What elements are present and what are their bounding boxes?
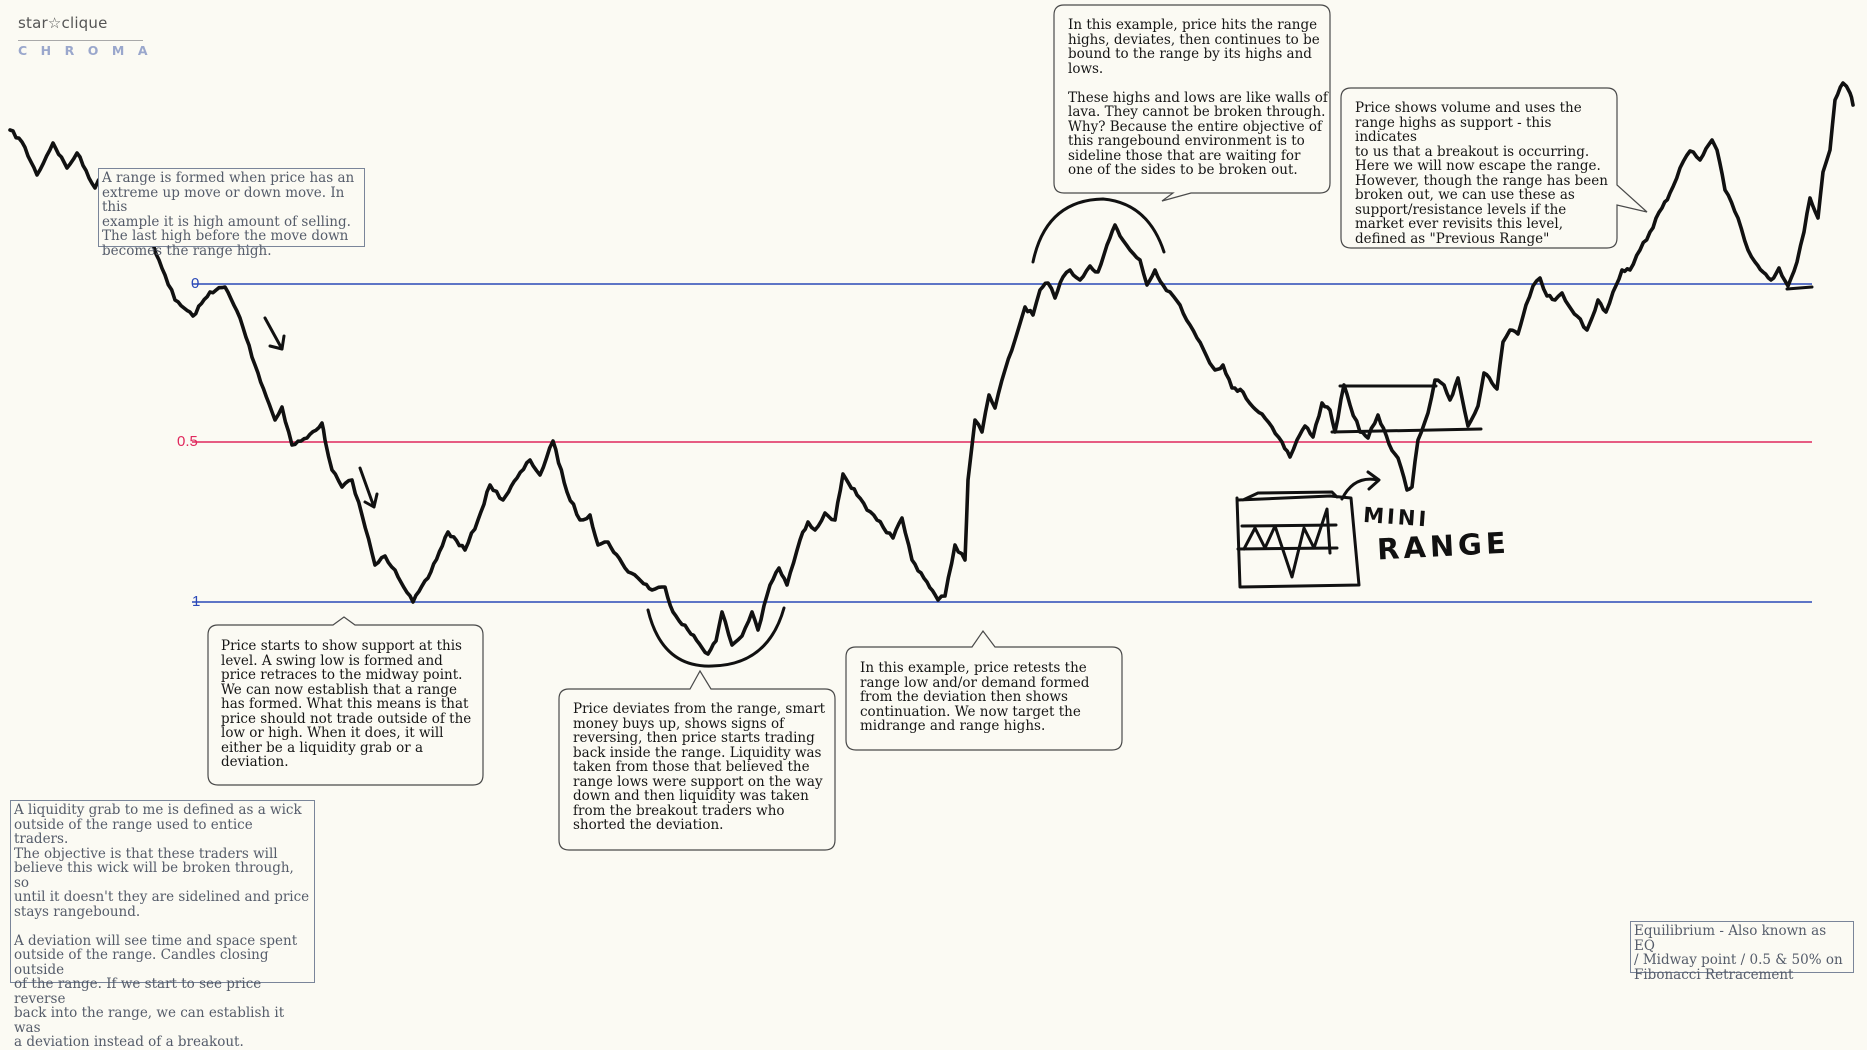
mini-range-arrow [1340,470,1381,501]
level-label-1: 1 [192,593,201,610]
down-arrow-2 [358,466,379,509]
breakout-note: Price shows volume and uses the range hi… [1355,100,1608,247]
mini-range-bottom [1330,427,1483,434]
brand-logo: star☆clique CHROMA [18,14,161,58]
highs-deviation-bubble [1053,4,1331,202]
retest-bubble [845,629,1123,751]
mini-range-handwriting: MINI RANGE [1362,503,1510,567]
logo-wordmark: star☆clique [18,14,108,32]
high-deviation-arc [1031,197,1166,264]
price-line [8,81,1855,656]
mini-range-zoom-price [1242,507,1332,579]
handwriting-line-2: RANGE [1376,525,1511,567]
breakout-bubble [1340,87,1648,249]
highs-deviation-note: In this example, price hits the range hi… [1068,17,1328,178]
mini-range-zoom-lines [1236,523,1339,551]
deviation-bubble [558,669,836,851]
range-formed-note: A range is formed when price has an extr… [98,168,365,258]
support-bubble [207,616,484,786]
retest-dash [1785,285,1814,291]
mini-range-zoom-box [1235,490,1361,589]
liquidity-grab-note: A liquidity grab to me is defined as a w… [10,800,315,1049]
logo-subtitle: CHROMA [18,43,161,58]
range-diagram-canvas [8,4,1855,851]
level-label-0: 0 [191,275,200,292]
level-label-0-5: 0.5 [177,433,198,450]
retest-note: In this example, price retests the range… [860,660,1090,734]
support-note: Price starts to show support at this lev… [221,638,472,770]
equilibrium-note: Equilibrium - Also known as EQ / Midway … [1630,921,1854,982]
down-arrow-1 [263,316,286,351]
logo-divider [18,40,143,41]
deviation-note: Price deviates from the range, smart mon… [573,701,826,833]
deviation-arc [646,606,786,668]
